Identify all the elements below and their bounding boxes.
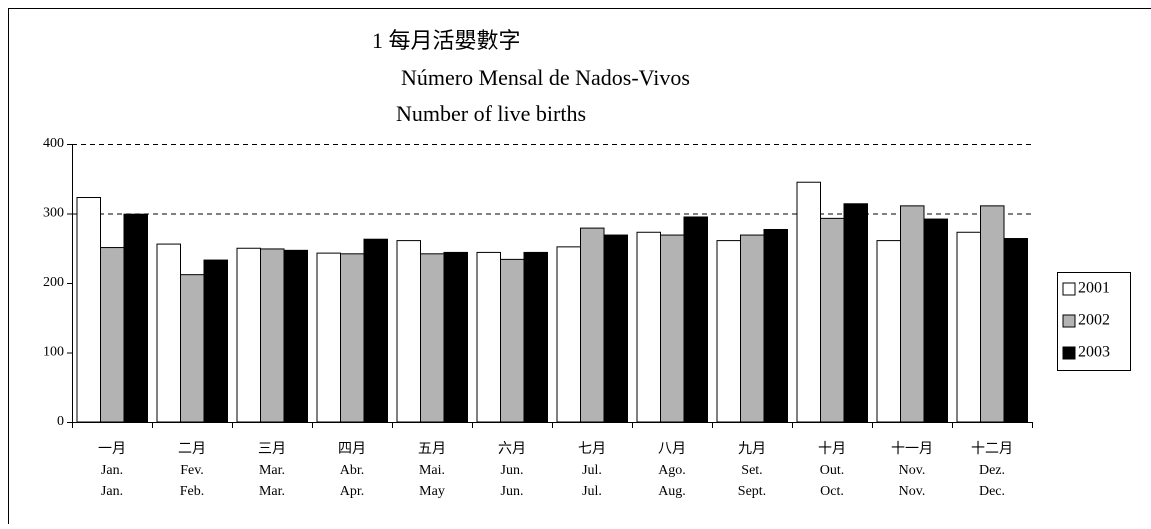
chart-title: Number of live births xyxy=(396,101,586,126)
x-tick-label: Out. xyxy=(820,463,845,478)
bar xyxy=(157,244,181,422)
bar xyxy=(317,253,341,422)
x-tick-label: 六月 xyxy=(498,441,526,457)
bar xyxy=(421,254,445,422)
chart-title: 1 每月活嬰數字 xyxy=(372,28,521,53)
legend-swatch xyxy=(1063,347,1075,359)
x-tick-label: Jan. xyxy=(101,463,123,478)
bar xyxy=(981,206,1005,422)
y-tick-label: 200 xyxy=(43,275,64,290)
bar xyxy=(957,232,981,422)
bar xyxy=(77,198,101,422)
x-tick-label: Dez. xyxy=(979,463,1005,478)
x-tick-label: Jun. xyxy=(501,463,524,478)
x-tick-label: 四月 xyxy=(338,441,366,457)
x-tick-label: Mar. xyxy=(259,484,285,499)
x-tick-label: 九月 xyxy=(738,441,766,457)
legend-swatch xyxy=(1063,283,1075,295)
x-tick-label: Jan. xyxy=(101,484,123,499)
bar xyxy=(181,275,205,422)
x-tick-label: Ago. xyxy=(658,463,686,478)
x-tick-label: Dec. xyxy=(979,484,1005,499)
bar xyxy=(397,241,421,422)
y-tick-label: 400 xyxy=(43,136,64,151)
y-tick-label: 300 xyxy=(43,206,64,221)
x-tick-label: 三月 xyxy=(258,441,286,457)
bar xyxy=(1004,239,1028,422)
x-tick-label: Oct. xyxy=(820,484,844,499)
x-tick-label: 七月 xyxy=(578,441,606,457)
x-tick-label: 八月 xyxy=(658,441,686,457)
bar xyxy=(524,252,548,422)
x-tick-label: Aug. xyxy=(658,484,686,499)
x-tick-label: Set. xyxy=(741,463,762,478)
bar xyxy=(684,217,708,422)
x-tick-label: Feb. xyxy=(180,484,205,499)
bar xyxy=(477,252,501,422)
bar xyxy=(284,250,308,422)
bar xyxy=(101,248,125,422)
x-tick-label: 五月 xyxy=(418,441,446,457)
bar xyxy=(557,247,581,422)
bar xyxy=(364,239,388,422)
bar xyxy=(237,248,261,422)
bar xyxy=(444,252,468,422)
bar xyxy=(901,206,925,422)
x-tick-label: 十月 xyxy=(818,441,846,457)
x-tick-label: 十二月 xyxy=(971,441,1013,457)
bar xyxy=(877,241,901,422)
bar xyxy=(501,259,525,422)
bar xyxy=(604,235,628,422)
x-tick-label: Mar. xyxy=(259,463,285,478)
bar xyxy=(821,218,845,422)
bar xyxy=(717,241,741,422)
x-tick-label: 一月 xyxy=(98,441,126,457)
x-tick-label: Jul. xyxy=(582,484,602,499)
x-tick-label: Jul. xyxy=(582,463,602,478)
legend-label: 2002 xyxy=(1078,312,1110,329)
bar xyxy=(844,204,868,422)
x-tick-label: Apr. xyxy=(340,484,365,499)
bar xyxy=(924,219,948,422)
bar xyxy=(637,232,661,422)
bar xyxy=(124,214,148,422)
legend-label: 2001 xyxy=(1078,280,1110,297)
y-tick-label: 100 xyxy=(43,345,64,360)
x-tick-label: 二月 xyxy=(178,441,206,457)
bar xyxy=(764,229,788,422)
bar xyxy=(581,228,605,422)
bar xyxy=(741,235,765,422)
x-tick-label: May xyxy=(419,484,445,499)
x-tick-label: 十一月 xyxy=(891,441,933,457)
legend-swatch xyxy=(1063,315,1075,327)
bar xyxy=(204,260,228,422)
x-tick-label: Nov. xyxy=(899,463,926,478)
chart-title: Número Mensal de Nados-Vivos xyxy=(401,65,690,90)
bar xyxy=(797,182,821,422)
x-tick-label: Jun. xyxy=(501,484,524,499)
x-tick-label: Mai. xyxy=(419,463,445,478)
bar xyxy=(341,254,365,422)
x-tick-label: Fev. xyxy=(180,463,204,478)
x-tick-label: Nov. xyxy=(899,484,926,499)
bar xyxy=(261,249,285,422)
x-tick-label: Sept. xyxy=(738,484,766,499)
x-tick-label: Abr. xyxy=(340,463,365,478)
y-tick-label: 0 xyxy=(57,414,64,429)
legend-label: 2003 xyxy=(1078,344,1110,361)
bar xyxy=(661,235,685,422)
